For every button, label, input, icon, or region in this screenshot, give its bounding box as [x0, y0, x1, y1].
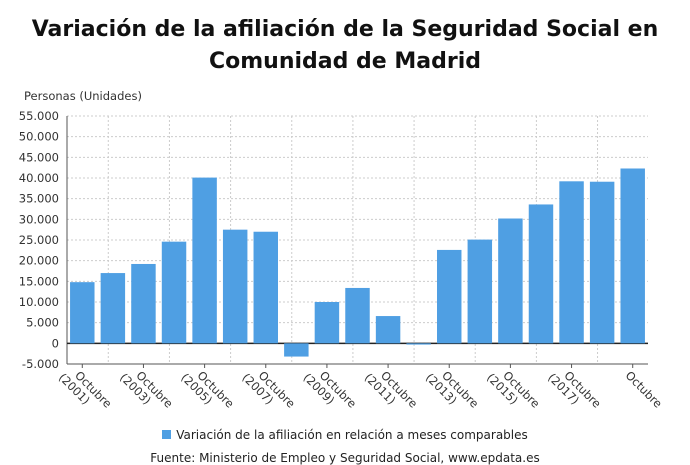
bar	[620, 168, 645, 344]
x-tick-label: Octubre(2013)	[423, 361, 482, 420]
x-tick-label: Octubre(2001)	[56, 361, 115, 420]
bar	[253, 231, 278, 344]
x-tick-label: Octubre(2015)	[484, 361, 543, 420]
y-tick-label: 5.000	[26, 316, 59, 330]
x-tick-label: Octubre(2017)	[545, 361, 604, 420]
y-tick-label: 45.000	[19, 150, 59, 164]
y-tick-label: -5.000	[22, 357, 59, 371]
y-tick-label: 55.000	[19, 109, 59, 123]
legend: Variación de la afiliación en relación a…	[0, 428, 690, 442]
x-tick-label: Octubre(2011)	[362, 361, 421, 420]
bar	[437, 249, 462, 344]
bar	[406, 343, 431, 345]
y-tick-label: 10.000	[19, 295, 59, 309]
x-tick-label: Octubre(2003)	[117, 361, 176, 420]
x-tick-label: Octubre(2009)	[301, 361, 360, 420]
bar	[284, 343, 309, 357]
chart-title: Variación de la afiliación de la Segurid…	[31, 17, 659, 74]
bar-chart: -5.000 0 5.000 10.000 15.000 20.000 25.000 30.0…	[19, 109, 665, 420]
y-tick-label: 35.000	[19, 192, 59, 206]
y-tick-label: 25.000	[19, 233, 59, 247]
legend-label: Variación de la afiliación en relación a…	[176, 428, 528, 442]
x-tick-label: Octubre(2007)	[239, 361, 298, 420]
bar	[589, 181, 615, 344]
bar	[314, 302, 340, 344]
y-tick-label: 20.000	[19, 254, 59, 268]
bar	[161, 241, 187, 344]
y-tick-label: 30.000	[19, 212, 59, 226]
bar	[559, 181, 584, 344]
y-tick-label: 40.000	[19, 171, 59, 185]
bar	[528, 204, 554, 344]
x-tick-label: Octubre(2005)	[178, 361, 237, 420]
bar	[498, 218, 523, 344]
bar	[345, 287, 370, 344]
legend-swatch	[162, 430, 172, 439]
bar	[100, 273, 126, 344]
bar	[192, 177, 217, 344]
bar	[131, 263, 156, 344]
y-tick-label: 0	[52, 336, 59, 350]
bar	[467, 239, 493, 344]
bar	[375, 316, 401, 344]
y-axis-label: Personas (Unidades)	[24, 89, 142, 103]
bar	[222, 229, 248, 344]
y-tick-label: 15.000	[19, 274, 59, 288]
x-tick-label: Octubre	[623, 368, 665, 410]
source-note: Fuente: Ministerio de Empleo y Seguridad…	[150, 451, 540, 465]
bar	[70, 282, 95, 344]
y-tick-label: 50.000	[19, 130, 59, 144]
